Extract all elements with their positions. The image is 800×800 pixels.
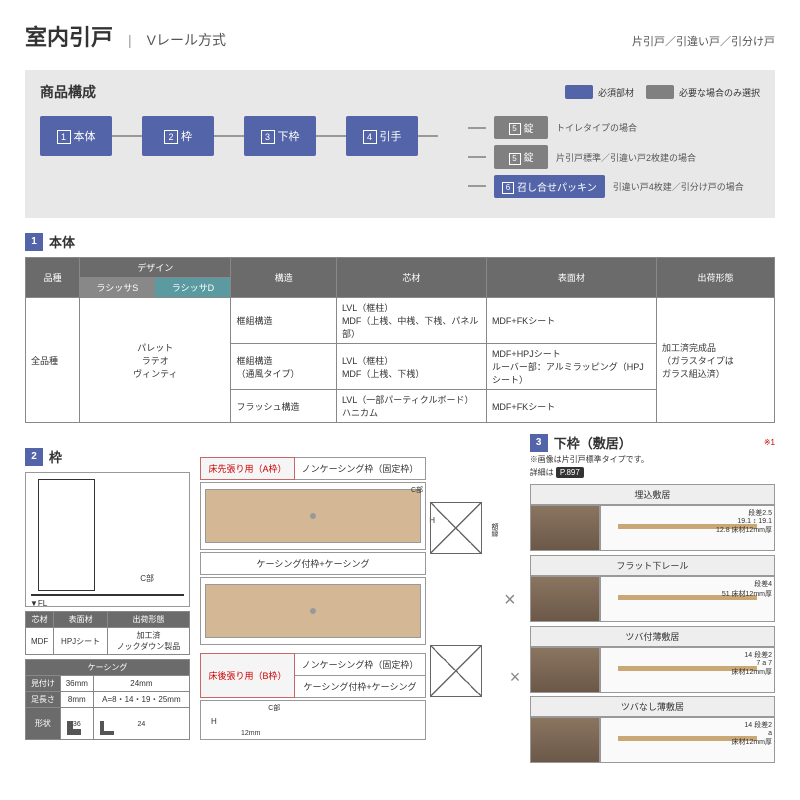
composition-box: 商品構成 必須部材 必要な場合のみ選択 1本体 2枠 3下枠 4引手 5錠トイレタイプ… — [25, 70, 775, 218]
section2-title: 枠 — [49, 447, 62, 466]
sill-label: フラット下レール — [530, 555, 775, 576]
legend-required-label: 必須部材 — [598, 86, 634, 99]
panel-b-head: 床後張り用（B枠） — [200, 653, 295, 698]
note-red: ※1 — [764, 438, 775, 447]
section1-num: 1 — [25, 233, 43, 251]
section2-head: 2 枠 — [25, 447, 190, 466]
th-hyoumen: 表面材 — [486, 258, 656, 298]
section3-title: 下枠（敷居） — [554, 433, 632, 452]
th-shukka: 出荷形態 — [656, 258, 774, 298]
flow-node-1: 1本体 — [40, 116, 112, 156]
sill-label: 埋込敷居 — [530, 484, 775, 505]
cpart-label: C部 — [140, 573, 154, 584]
sill-diagram: 段差2.5 19.1 ↕ 19.1 12.8 床材12mm厚 — [600, 505, 775, 551]
legend: 必須部材 必要な場合のみ選択 — [565, 85, 760, 99]
sill-item: フラット下レール段差4 51 床材12mm厚 — [530, 555, 775, 622]
door-sketch: ▼FL C部 — [25, 472, 190, 607]
flow-branch-node: 5錠 — [494, 116, 548, 139]
flow-node-2: 2枠 — [142, 116, 214, 156]
section1-head: 1 本体 — [25, 232, 775, 251]
spec-table-1: 品種 デザイン 構造 芯材 表面材 出荷形態 ラシッサS ラシッサD 全品種パレ… — [25, 257, 775, 423]
section3-note3: 詳細は P.897 — [530, 467, 775, 478]
sill-photo — [530, 717, 600, 763]
section2-num: 2 — [25, 448, 43, 466]
th-rasissa-d: ラシッサD — [155, 278, 231, 298]
sill-item: ツバなし薄敷居14 段差2 a 床材12mm厚 — [530, 696, 775, 763]
branch-note: トイレタイプの場合 — [556, 121, 637, 134]
title-sub: Vレール方式 — [147, 30, 226, 50]
flow-branch-row: 5錠片引戸標準／引違い戸2枚建の場合 — [468, 145, 744, 168]
sill-diagram: 14 段差2 7 a 7 床材12mm厚 — [600, 647, 775, 693]
sill-photo — [530, 647, 600, 693]
legend-required-box — [565, 85, 593, 99]
flow-branch-row: 5錠トイレタイプの場合 — [468, 116, 744, 139]
fl-label: ▼FL — [30, 599, 47, 608]
section3-num: 3 — [530, 434, 548, 452]
th-rasissa-s: ラシッサS — [80, 278, 155, 298]
panel-img-2 — [205, 584, 421, 638]
sill-item: 埋込敷居段差2.5 19.1 ↕ 19.1 12.8 床材12mm厚 — [530, 484, 775, 551]
section1-title: 本体 — [49, 232, 75, 251]
cross-diagram-1: 額縁 — [430, 502, 482, 554]
th-design: デザイン — [80, 258, 231, 278]
legend-optional-label: 必要な場合のみ選択 — [679, 86, 760, 99]
panel-a-head: 床先張り用（A枠） — [200, 457, 295, 480]
th-kouzou: 構造 — [231, 258, 336, 298]
composition-title: 商品構成 — [40, 82, 96, 102]
flow-node-3: 3下枠 — [244, 116, 316, 156]
section3-head: 3 下枠（敷居） — [530, 433, 632, 452]
sill-photo — [530, 505, 600, 551]
cross-diagram-2 — [430, 645, 482, 697]
frame-material-table: 芯材 表面材 出荷形態 MDF HPJシート 加工済 ノックダウン製品 — [25, 611, 190, 655]
title-divider: | — [128, 32, 132, 48]
title-main: 室内引戸 — [25, 20, 113, 52]
branch-note: 引違い戸4枚建／引分け戸の場合 — [613, 180, 744, 193]
section3-note2: ※画像は片引戸標準タイプです。 — [530, 454, 775, 465]
sill-diagram: 14 段差2 a 床材12mm厚 — [600, 717, 775, 763]
flow-branch-row: 6召し合せパッキン引違い戸4枚建／引分け戸の場合 — [468, 175, 744, 198]
flow-branch-node: 5錠 — [494, 145, 548, 168]
sill-label: ツバなし薄敷居 — [530, 696, 775, 717]
flow-node-4: 4引手 — [346, 116, 418, 156]
legend-optional-box — [646, 85, 674, 99]
sill-item: ツバ付薄敷居14 段差2 7 a 7 床材12mm厚 — [530, 626, 775, 693]
branch-note: 片引戸標準／引違い戸2枚建の場合 — [556, 151, 696, 164]
sill-photo — [530, 576, 600, 622]
casing-table: ケーシング 見付け 36mm 24mm 足長さ 8mm A=8・14・19・25… — [25, 659, 190, 740]
sill-diagram: 段差4 51 床材12mm厚 — [600, 576, 775, 622]
panel-nc-label: ノンケーシング枠（固定枠） — [295, 457, 426, 480]
flow-connector — [214, 135, 244, 137]
x-mark-1: × — [500, 589, 520, 612]
flow-connector — [112, 135, 142, 137]
flow-branch-node: 6召し合せパッキン — [494, 175, 605, 198]
title-right: 片引戸／引違い戸／引分け戸 — [632, 33, 775, 49]
flow-connector — [316, 135, 346, 137]
panel-img-1 — [205, 489, 421, 543]
page-header: 室内引戸 | Vレール方式 片引戸／引違い戸／引分け戸 — [25, 20, 775, 52]
flow-diagram: 1本体2枠3下枠4引手 5錠トイレタイプの場合5錠片引戸標準／引違い戸2枚建の場… — [40, 116, 760, 198]
panel-casing-label: ケーシング付枠+ケーシング — [200, 552, 426, 575]
sill-label: ツバ付薄敷居 — [530, 626, 775, 647]
th-shinzai: 芯材 — [336, 258, 486, 298]
th-hinshu: 品種 — [26, 258, 80, 298]
